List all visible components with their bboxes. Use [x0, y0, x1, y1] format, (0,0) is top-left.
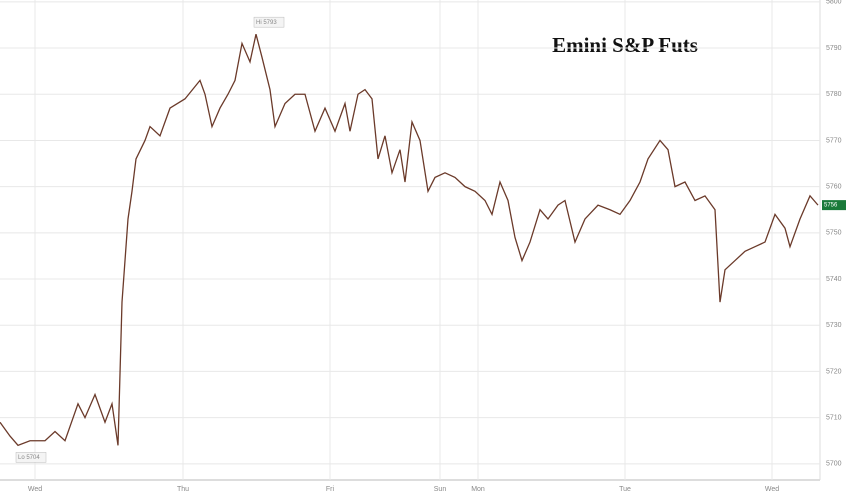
price-line [0, 34, 819, 447]
annotation: Hi 5793 [256, 20, 277, 26]
y-tick-label: 5710 [826, 414, 842, 421]
annotation-box [253, 16, 285, 28]
x-tick-label: Thu [177, 486, 189, 493]
y-tick-label: 5730 [826, 322, 842, 329]
annotation: 5756 [824, 203, 838, 209]
annotation: Lo 5704 [18, 455, 40, 461]
y-tick-label: 5790 [826, 45, 842, 52]
y-tick-label: 5780 [826, 91, 842, 98]
x-tick-label: Mon [471, 486, 485, 493]
annotation-box [15, 452, 47, 463]
annotation-box [822, 200, 846, 211]
y-tick-label: 5720 [826, 368, 842, 375]
x-tick-label: Fri [326, 486, 335, 493]
x-tick-label: Wed [28, 486, 42, 493]
x-tick-label: Tue [619, 486, 631, 493]
y-tick-label: 5700 [826, 461, 842, 468]
x-tick-label: Wed [765, 486, 779, 493]
y-tick-label: 5740 [826, 276, 842, 283]
x-tick-label: Sun [434, 486, 447, 493]
y-tick-label: 5760 [826, 183, 842, 190]
y-tick-label: 5750 [826, 230, 842, 237]
y-tick-label: 5770 [826, 137, 842, 144]
y-tick-label: 5800 [826, 0, 842, 6]
